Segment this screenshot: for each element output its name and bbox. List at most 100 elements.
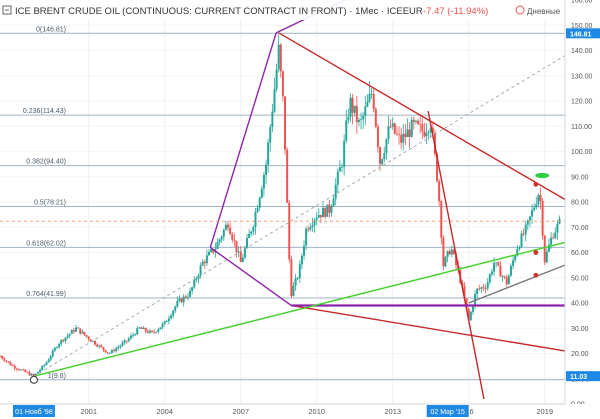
- collapse-icon[interactable]: [2, 5, 12, 15]
- candle-body: [520, 233, 523, 247]
- candle-body: [165, 321, 168, 323]
- candle-body: [465, 298, 468, 309]
- candle-body: [328, 204, 331, 213]
- candle-body: [110, 350, 113, 354]
- candle-body: [243, 247, 246, 258]
- candle-body: [383, 153, 386, 160]
- trend-line: [33, 55, 566, 377]
- candle-body: [148, 330, 151, 333]
- candle-body: [360, 119, 363, 121]
- candle-body: [153, 331, 156, 333]
- candle-body: [45, 362, 48, 365]
- candle-body: [539, 195, 542, 201]
- candle-body: [210, 248, 213, 252]
- candle-body: [469, 311, 472, 321]
- candle-body: [305, 228, 308, 246]
- candle-body: [227, 224, 230, 228]
- candle-body: [58, 343, 61, 348]
- candle-body: [509, 265, 512, 276]
- candle-body: [108, 353, 111, 354]
- candle-body: [353, 105, 356, 113]
- candle-body: [486, 282, 489, 289]
- anchor-point: [29, 375, 38, 384]
- price-tag-label: 146.81: [570, 31, 592, 38]
- candle-body: [512, 260, 515, 266]
- trend-line: [209, 32, 277, 248]
- fib-label: 0.618(62.02): [26, 240, 66, 247]
- candle-body: [279, 44, 282, 72]
- candle-body: [552, 237, 555, 239]
- candle-body: [142, 327, 145, 329]
- candle-body: [514, 255, 517, 261]
- marker-dot: [533, 272, 539, 278]
- candle-body: [51, 350, 54, 357]
- settings-icon[interactable]: [515, 5, 525, 15]
- y-tick-label: 120.00: [571, 99, 593, 106]
- candle-body: [311, 225, 314, 227]
- candle-body: [189, 290, 192, 297]
- price-tags: 146.81 11.03: [566, 28, 600, 382]
- candle-body: [387, 126, 390, 140]
- candle-body: [336, 171, 339, 185]
- candle-body: [5, 360, 8, 362]
- candle-body: [176, 300, 179, 307]
- candle-body: [372, 93, 375, 110]
- candle-body: [315, 217, 318, 221]
- candle-body: [452, 249, 455, 255]
- candle-body: [91, 341, 94, 342]
- candle-body: [421, 124, 424, 132]
- candle-body: [524, 224, 527, 235]
- candle-body: [507, 275, 510, 285]
- candle-body: [322, 207, 325, 218]
- candle-body: [368, 93, 371, 102]
- candle-body: [43, 364, 46, 366]
- marker-green-blob: [535, 172, 550, 179]
- candle-body: [480, 287, 483, 289]
- candle-body: [41, 365, 44, 370]
- candle-body: [501, 276, 504, 278]
- candle-body: [326, 204, 329, 217]
- candle-body: [136, 328, 139, 335]
- candle-body: [414, 120, 417, 122]
- candle-body: [476, 288, 479, 295]
- candle-body: [398, 134, 401, 135]
- x-tick-label: 2019: [536, 407, 553, 416]
- y-tick-label: 40.00: [571, 301, 589, 308]
- candle-body: [3, 358, 6, 361]
- candle-body: [425, 132, 428, 137]
- candle-body: [157, 329, 160, 332]
- candle-body: [408, 129, 411, 137]
- candle-body: [224, 224, 227, 230]
- candle-body: [235, 240, 238, 253]
- candle-body: [195, 278, 198, 280]
- candle-body: [448, 251, 451, 255]
- candle-body: [482, 287, 485, 289]
- candle-body: [28, 372, 31, 376]
- candle-body: [123, 340, 126, 343]
- candle-body: [290, 259, 293, 297]
- candle-body: [440, 201, 443, 238]
- candle-body: [556, 223, 559, 233]
- y-tick-label: 30.00: [571, 326, 589, 333]
- candle-body: [174, 306, 177, 311]
- candle-body: [349, 97, 352, 117]
- candle-body: [404, 133, 407, 138]
- candle-body: [446, 251, 449, 257]
- candle-body: [119, 345, 122, 348]
- candle-body: [273, 89, 276, 112]
- candle-body: [478, 288, 481, 290]
- period-mode[interactable]: Дневные: [527, 7, 561, 16]
- candle-body: [208, 251, 211, 256]
- candle-body: [455, 254, 458, 266]
- candle-body: [62, 339, 65, 341]
- candle-body: [518, 246, 521, 249]
- candle-body: [256, 207, 259, 213]
- candle-body: [98, 345, 101, 347]
- candle-body: [497, 262, 500, 266]
- date-tag-label: 01 Нояб '98: [15, 408, 53, 416]
- candle-body: [493, 262, 496, 272]
- candle-body: [172, 310, 175, 316]
- y-tick-label: 110.00: [571, 124, 592, 131]
